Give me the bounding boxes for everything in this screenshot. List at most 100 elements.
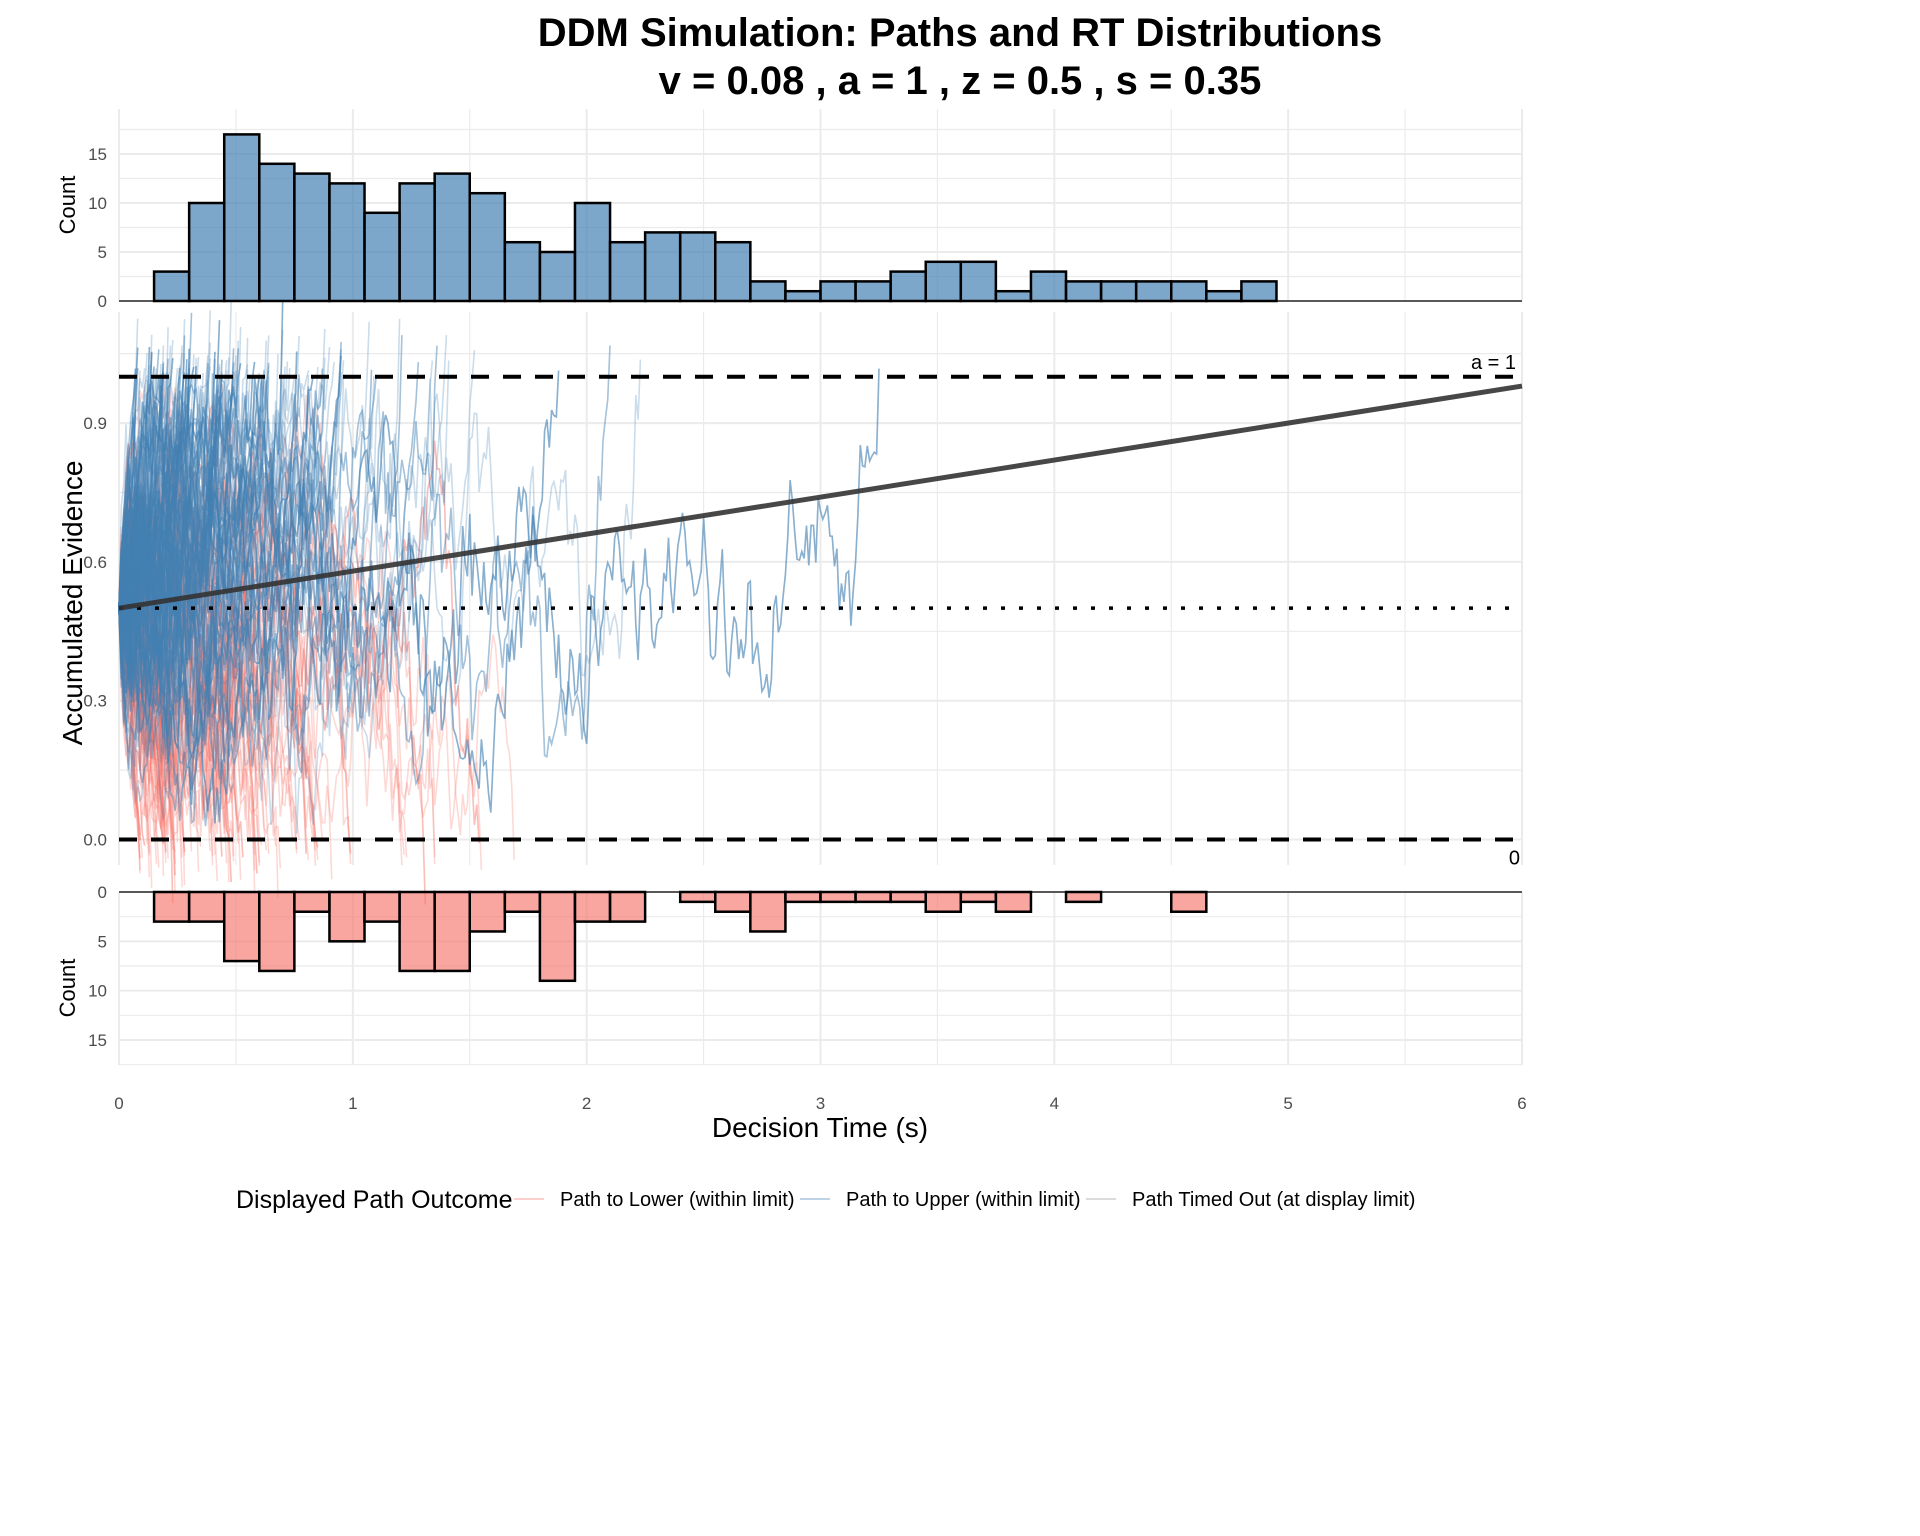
path-upper — [118, 342, 211, 662]
x-ticks: 0 1 2 3 4 5 6 — [114, 1094, 1526, 1113]
path-upper — [118, 366, 286, 723]
path-lower — [118, 512, 298, 854]
path-upper — [118, 363, 165, 609]
path-upper — [118, 375, 377, 697]
path-lower — [118, 441, 268, 851]
path-lower — [118, 608, 167, 854]
path-upper — [118, 351, 153, 627]
path-lower — [118, 563, 167, 852]
path-upper — [118, 326, 242, 645]
path-lower — [118, 509, 235, 842]
path-upper — [118, 349, 342, 761]
legend-item-timeout[interactable]: Path Timed Out (at display limit) — [1086, 1189, 1415, 1211]
upper-histogram-bar — [1205, 289, 1243, 303]
path-upper — [118, 376, 261, 686]
path-lower — [118, 491, 165, 877]
path-lower — [118, 412, 408, 858]
path-lower — [118, 608, 174, 904]
path-upper — [118, 358, 174, 609]
path-lower — [118, 563, 186, 886]
path-lower — [118, 585, 151, 853]
path-upper — [118, 376, 263, 677]
path-upper — [118, 353, 186, 609]
path-lower — [118, 521, 211, 852]
path-upper — [118, 329, 284, 763]
path-upper — [118, 373, 214, 617]
main-y-tick-label: 0.6 — [83, 553, 107, 572]
path-upper — [118, 347, 139, 609]
path-upper — [118, 355, 342, 824]
path-upper — [118, 365, 155, 609]
path-lower — [118, 608, 176, 853]
path-upper — [118, 372, 186, 620]
path-upper — [118, 372, 169, 792]
path-lower — [118, 385, 310, 860]
path-lower — [118, 608, 186, 852]
path-upper — [118, 370, 228, 714]
path-upper — [118, 312, 193, 646]
path-upper — [118, 346, 151, 609]
path-upper — [118, 363, 242, 701]
path-upper — [118, 365, 270, 622]
lower-histogram-bar — [1064, 890, 1103, 904]
path-upper — [118, 362, 270, 685]
path-lower — [118, 607, 165, 844]
upper-histogram-bar — [503, 240, 542, 303]
path-lower — [118, 506, 317, 851]
path-upper — [118, 321, 370, 687]
path-upper — [118, 363, 190, 711]
path-upper — [118, 368, 137, 609]
lower-histogram-bar — [328, 890, 366, 943]
main-y-ticks: 0.0 0.3 0.6 0.9 — [83, 414, 107, 849]
path-upper — [118, 349, 476, 834]
legend-item-upper[interactable]: Path to Upper (within limit) — [800, 1189, 1081, 1211]
upper-histogram-bar — [152, 270, 191, 303]
path-upper — [118, 348, 240, 728]
path-lower — [118, 497, 240, 844]
path-upper — [118, 374, 237, 733]
upper-histogram-bar — [994, 289, 1033, 303]
drift-line — [118, 383, 1523, 611]
path-lower — [118, 608, 141, 859]
path-lower — [118, 501, 179, 843]
path-lower — [118, 408, 242, 880]
upper-histogram-bar — [784, 289, 822, 303]
path-lower — [118, 608, 193, 852]
path-lower — [118, 505, 261, 863]
upper-histogram-bar — [959, 260, 998, 303]
path-upper — [118, 359, 188, 609]
path-upper — [118, 349, 342, 761]
path-upper — [118, 351, 216, 611]
path-upper — [118, 357, 326, 622]
path-upper — [118, 349, 160, 680]
main-y-tick-label: 0.9 — [83, 414, 107, 433]
path-upper — [118, 299, 284, 763]
upper-histogram-bar — [1029, 270, 1068, 303]
path-upper — [118, 346, 151, 609]
path-upper — [118, 366, 195, 712]
path-upper — [118, 348, 190, 653]
path-upper — [118, 351, 153, 627]
path-upper — [118, 368, 324, 697]
path-upper — [118, 370, 141, 633]
lower-y-tick-label: 15 — [88, 1031, 107, 1050]
path-lower — [118, 449, 317, 866]
path-upper — [118, 361, 165, 658]
path-upper — [118, 367, 319, 644]
upper-histogram-bar — [924, 260, 963, 303]
x-tick-label: 2 — [582, 1094, 591, 1113]
upper-histogram-bar — [468, 191, 507, 303]
upper-histogram-bar — [1099, 280, 1138, 303]
path-upper — [118, 375, 223, 664]
legend-item-lower[interactable]: Path to Lower (within limit) — [514, 1189, 795, 1211]
lower-histogram-bar — [749, 890, 787, 933]
path-lower — [118, 414, 333, 880]
path-upper — [118, 368, 137, 609]
upper-histogram-bar — [1064, 280, 1103, 303]
path-upper — [118, 359, 223, 760]
path-upper — [118, 375, 377, 697]
path-lower — [118, 608, 165, 845]
lower-histogram-y-ticks: 0 5 10 15 — [88, 883, 107, 1050]
path-lower — [118, 418, 300, 841]
